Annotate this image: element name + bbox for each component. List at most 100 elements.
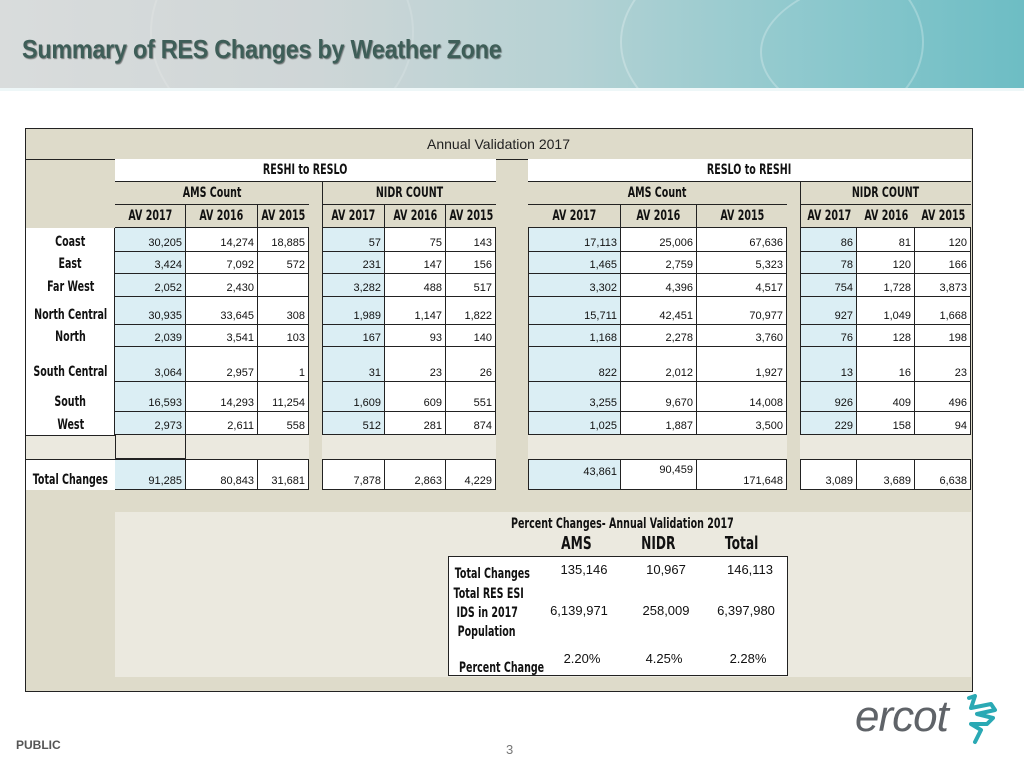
table-cell: 4,517: [697, 274, 787, 297]
total-cell: 80,843: [186, 459, 258, 490]
table-cell: 94: [915, 412, 971, 435]
pc-row-label-population: Total RES ESI IDS in 2017 Population: [453, 586, 524, 640]
group-header-reslo-to-reshi: RESLO to RESHI: [528, 159, 971, 182]
pc-value: 135,146: [560, 562, 608, 577]
table-cell: 70,977: [697, 297, 787, 325]
table-cell: 16,593: [115, 382, 186, 412]
table-cell: 143: [446, 228, 496, 252]
table-cell: 1: [258, 347, 309, 382]
pc-value: 6,397,980: [717, 603, 775, 618]
percent-changes-box: Total Changes 135,146 10,967 146,113 Tot…: [448, 556, 788, 676]
title-banner: [0, 0, 1024, 90]
table-cell: 1,025: [528, 412, 621, 435]
table-cell: 120: [915, 228, 971, 252]
table-cell: 1,147: [385, 297, 446, 325]
table-cell: 517: [446, 274, 496, 297]
table-cell: 409: [857, 382, 915, 412]
spacer-cell: [26, 435, 115, 459]
table-cell: 16: [857, 347, 915, 382]
spacer-cell: [446, 435, 496, 459]
total-cell: 90,459: [621, 459, 697, 490]
total-cell: 2,863: [385, 459, 446, 490]
total-cell: 7,878: [322, 459, 385, 490]
table-cell: 281: [385, 412, 446, 435]
percent-changes-title: Percent Changes- Annual Validation 2017: [511, 516, 734, 532]
pc-value: 2.20%: [563, 651, 601, 666]
table-cell: 1,049: [857, 297, 915, 325]
spacer-cell: [385, 435, 446, 459]
table-cell: 229: [800, 412, 857, 435]
table-cell: 3,255: [528, 382, 621, 412]
col-header-reslo-ams-2016: AV 2016: [621, 205, 697, 228]
spacer-cell: [258, 435, 309, 459]
pc-value: 6,139,971: [550, 603, 608, 618]
pc-value: 258,009: [642, 603, 690, 618]
spacer-cell: [322, 435, 385, 459]
col-header-reslo-ams-2017: AV 2017: [528, 205, 621, 228]
table-cell: 3,541: [186, 325, 258, 347]
table-cell: 3,873: [915, 274, 971, 297]
zone-label: East: [58, 256, 83, 272]
col-header-reslo-ams-2015: AV 2015: [697, 205, 787, 228]
table-cell: 2,052: [115, 274, 186, 297]
table-cell: 3,282: [322, 274, 385, 297]
table-cell: 7,092: [186, 252, 258, 274]
zone-label: South: [54, 394, 87, 410]
table-cell: 2,039: [115, 325, 186, 347]
total-cell: 31,681: [258, 459, 309, 490]
table-cell: 3,500: [697, 412, 787, 435]
table-cell: 14,293: [186, 382, 258, 412]
table-cell: 1,465: [528, 252, 621, 274]
table-cell: 23: [385, 347, 446, 382]
pc-header-nidr: NIDR: [640, 533, 676, 554]
table-cell: 609: [385, 382, 446, 412]
table-cell: 3,424: [115, 252, 186, 274]
table-cell: 572: [258, 252, 309, 274]
subgroup-header-reshi-ams: AMS Count: [115, 182, 309, 205]
table-cell: 26: [446, 347, 496, 382]
lightning-icon: [967, 694, 997, 744]
table-cell: 75: [385, 228, 446, 252]
banner-decoration: [760, 0, 1024, 90]
pc-value: 10,967: [646, 562, 686, 577]
zone-label: Coast: [55, 234, 86, 250]
table-cell: 67,636: [697, 228, 787, 252]
spacer-cell: [915, 435, 971, 459]
table-cell: 926: [800, 382, 857, 412]
col-header-reshi-ams-2015: AV 2015: [258, 205, 309, 228]
total-cell: 91,285: [115, 459, 186, 490]
table-cell: 3,064: [115, 347, 186, 382]
table-cell: 166: [915, 252, 971, 274]
table-cell: 558: [258, 412, 309, 435]
table-cell: 42,451: [621, 297, 697, 325]
pc-header-ams: AMS: [560, 533, 592, 554]
table-cell: 23: [915, 347, 971, 382]
table-cell: 11,254: [258, 382, 309, 412]
table-cell: 1,927: [697, 347, 787, 382]
page-number: 3: [506, 742, 514, 757]
spacer-cell: [186, 435, 258, 459]
total-cell: 171,648: [697, 459, 787, 490]
table-cell: 1,887: [621, 412, 697, 435]
table-cell: 15,711: [528, 297, 621, 325]
spacer-cell: [621, 435, 697, 459]
table-cell: 76: [800, 325, 857, 347]
subgroup-header-reshi-nidr: NIDR COUNT: [322, 182, 496, 205]
table-cell: 198: [915, 325, 971, 347]
table-cell: 2,430: [186, 274, 258, 297]
pc-row-label-percent-change: Percent Change: [459, 660, 545, 676]
table-cell: 30,205: [115, 228, 186, 252]
spacer-cell: [115, 435, 186, 459]
table-cell: 231: [322, 252, 385, 274]
zone-label-column: [26, 228, 115, 435]
total-cell: 3,689: [857, 459, 915, 490]
col-header-reslo-nidr-2017: AV 2017: [800, 205, 857, 228]
table-cell: 120: [857, 252, 915, 274]
zone-label: South Central: [33, 364, 108, 380]
logo-wordmark: ercot: [855, 692, 949, 741]
table-cell: 2,957: [186, 347, 258, 382]
table-cell: 31: [322, 347, 385, 382]
table-cell: 86: [800, 228, 857, 252]
banner-divider: [0, 88, 1024, 91]
table-cell: 3,760: [697, 325, 787, 347]
